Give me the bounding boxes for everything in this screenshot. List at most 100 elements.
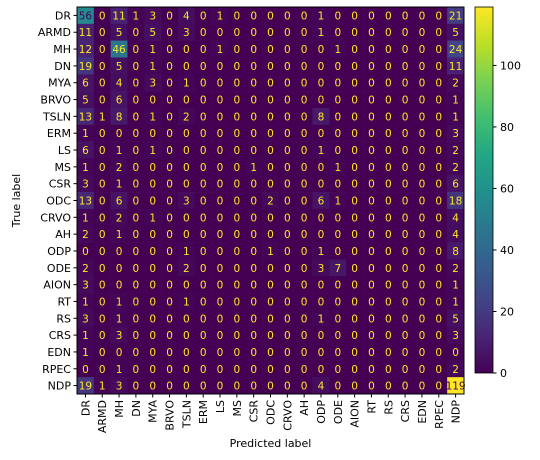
cell-value-label: 0 bbox=[267, 313, 274, 325]
matrix-cell bbox=[177, 242, 196, 260]
matrix-cell bbox=[228, 377, 246, 395]
matrix-cell bbox=[447, 107, 465, 126]
matrix-cell bbox=[396, 57, 414, 75]
matrix-cell bbox=[77, 74, 95, 92]
matrix-cell bbox=[278, 23, 297, 41]
matrix-cell bbox=[77, 57, 95, 75]
cell-value-label: 0 bbox=[166, 313, 173, 325]
matrix-cell bbox=[447, 225, 465, 243]
matrix-cell bbox=[379, 293, 397, 311]
cell-value-label: 2 bbox=[452, 364, 459, 376]
matrix-cell bbox=[194, 40, 212, 58]
cell-value-label: 0 bbox=[217, 364, 224, 376]
cell-value-label: 0 bbox=[334, 313, 341, 325]
cell-value-label: 0 bbox=[402, 381, 409, 393]
cell-value-label: 0 bbox=[301, 111, 308, 123]
cell-value-label: 0 bbox=[133, 78, 140, 90]
cell-value-label: 2 bbox=[82, 229, 89, 241]
cell-value-label: 0 bbox=[99, 212, 106, 224]
cell-value-label: 0 bbox=[368, 145, 375, 157]
matrix-cell bbox=[161, 124, 179, 142]
matrix-cell bbox=[144, 107, 162, 126]
cell-value-label: 3 bbox=[149, 78, 156, 90]
matrix-cell bbox=[329, 225, 347, 243]
cell-value-label: 0 bbox=[133, 364, 140, 376]
matrix-cell bbox=[312, 309, 330, 327]
cell-value-label: 3 bbox=[183, 27, 190, 39]
matrix-cell bbox=[177, 377, 196, 395]
matrix-cell bbox=[262, 309, 280, 327]
cell-value-label: 0 bbox=[99, 347, 106, 359]
cell-value-label: 0 bbox=[133, 111, 140, 123]
matrix-cell bbox=[245, 175, 263, 193]
cell-value-label: 0 bbox=[368, 280, 375, 292]
cell-value-label: 5 bbox=[82, 95, 89, 107]
matrix-cell bbox=[312, 40, 330, 58]
x-tick-label: CRVO bbox=[281, 400, 294, 431]
matrix-cell bbox=[396, 175, 414, 193]
matrix-cell bbox=[396, 242, 414, 260]
cell-value-label: 0 bbox=[301, 330, 308, 342]
cell-value-label: 0 bbox=[368, 27, 375, 39]
cell-value-label: 0 bbox=[99, 330, 106, 342]
cell-value-label: 0 bbox=[166, 95, 173, 107]
cell-value-label: 0 bbox=[351, 296, 358, 308]
cell-value-label: 0 bbox=[301, 296, 308, 308]
cell-value-label: 6 bbox=[452, 179, 459, 191]
matrix-cell bbox=[295, 293, 313, 311]
cell-value-label: 1 bbox=[116, 313, 123, 325]
cell-value-label: 0 bbox=[385, 364, 392, 376]
matrix-cell bbox=[262, 208, 280, 227]
cell-value-label: 0 bbox=[435, 128, 442, 140]
cell-value-label: 0 bbox=[267, 27, 274, 39]
cell-value-label: 0 bbox=[351, 246, 358, 258]
cell-value-label: 2 bbox=[183, 263, 190, 275]
cell-value-label: 0 bbox=[351, 10, 358, 22]
matrix-cell bbox=[144, 40, 162, 58]
cell-value-label: 0 bbox=[99, 229, 106, 241]
cell-value-label: 0 bbox=[368, 212, 375, 224]
matrix-cell bbox=[346, 107, 364, 126]
y-tick-label: CRVO bbox=[40, 211, 71, 224]
cell-value-label: 0 bbox=[368, 128, 375, 140]
matrix-cell bbox=[211, 40, 229, 58]
cell-value-label: 0 bbox=[334, 381, 341, 393]
matrix-cell bbox=[161, 40, 179, 58]
cell-value-label: 0 bbox=[99, 78, 106, 90]
cell-value-label: 0 bbox=[200, 61, 207, 73]
cell-value-label: 2 bbox=[82, 263, 89, 275]
matrix-cell bbox=[430, 74, 448, 92]
cell-value-label: 0 bbox=[385, 10, 392, 22]
matrix-cell bbox=[228, 40, 246, 58]
matrix-cell bbox=[278, 309, 297, 327]
matrix-cell bbox=[379, 242, 397, 260]
matrix-cell bbox=[413, 309, 431, 327]
cell-value-label: 0 bbox=[99, 128, 106, 140]
cell-value-label: 0 bbox=[166, 246, 173, 258]
cell-value-label: 3 bbox=[452, 330, 459, 342]
matrix-cell bbox=[447, 293, 465, 311]
matrix-cell bbox=[211, 377, 229, 395]
cell-value-label: 0 bbox=[166, 263, 173, 275]
matrix-cell bbox=[329, 107, 347, 126]
cell-value-label: 0 bbox=[250, 313, 257, 325]
matrix-cells bbox=[77, 7, 465, 395]
matrix-cell bbox=[211, 259, 229, 277]
matrix-cell bbox=[396, 293, 414, 311]
cell-value-label: 0 bbox=[166, 229, 173, 241]
cell-value-label: 0 bbox=[284, 263, 291, 275]
matrix-cell bbox=[110, 208, 128, 227]
cell-value-label: 0 bbox=[318, 347, 325, 359]
cell-value-label: 0 bbox=[301, 313, 308, 325]
cell-value-label: 0 bbox=[250, 229, 257, 241]
cell-value-label: 0 bbox=[250, 95, 257, 107]
matrix-cell bbox=[77, 343, 95, 361]
x-tick-label: CSR bbox=[248, 400, 261, 423]
matrix-cell bbox=[127, 208, 145, 227]
matrix-cell bbox=[295, 276, 313, 294]
matrix-cell bbox=[144, 259, 162, 277]
matrix-cell bbox=[245, 360, 263, 378]
cell-value-label: 0 bbox=[250, 246, 257, 258]
cell-value-label: 0 bbox=[301, 95, 308, 107]
matrix-cell bbox=[161, 343, 179, 361]
